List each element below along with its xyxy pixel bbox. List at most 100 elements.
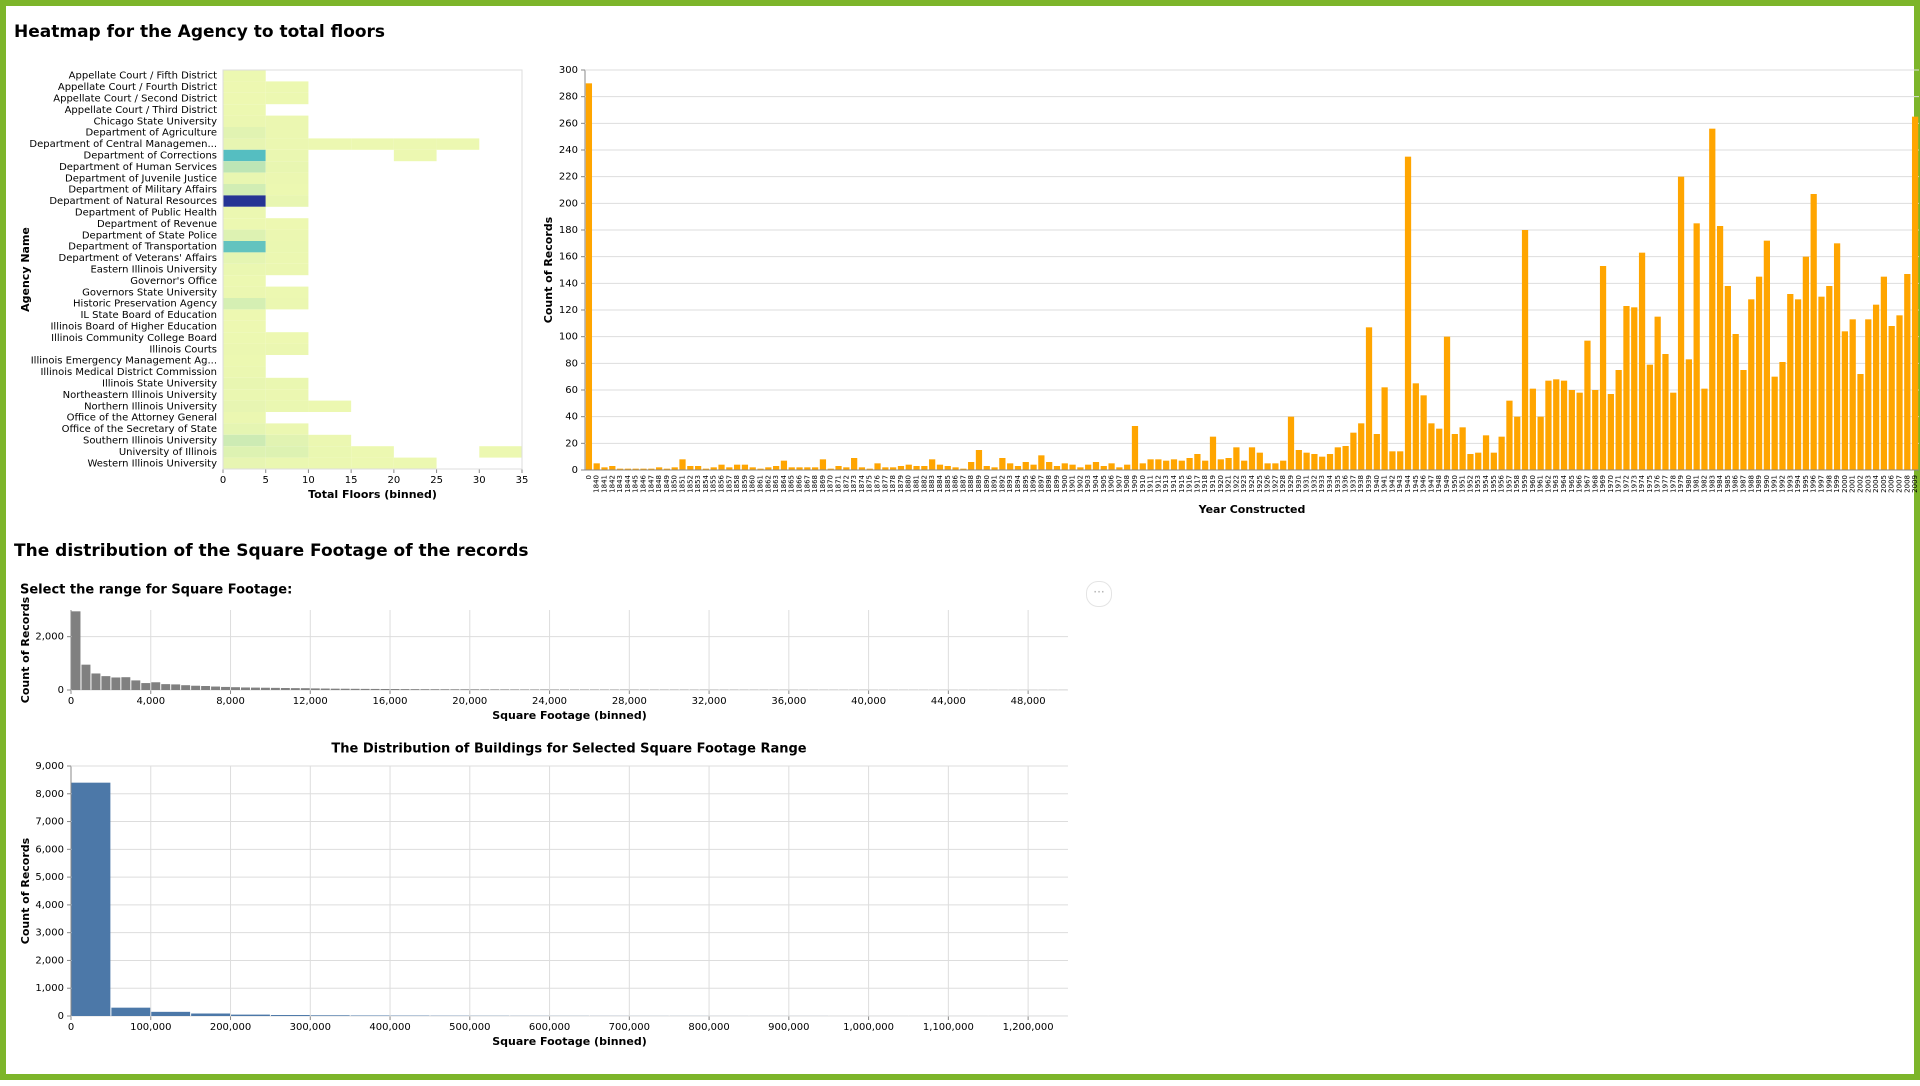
x-tick-label: 1996	[1810, 474, 1818, 492]
x-tick-label: 1912	[1154, 475, 1162, 493]
x-tick-label: 1906	[1108, 474, 1116, 492]
bar	[1358, 423, 1364, 470]
histogram-bar	[161, 684, 170, 690]
x-tick-label: 300,000	[290, 1022, 331, 1033]
x-tick-label: 1975	[1646, 475, 1654, 493]
x-tick-label: 1974	[1638, 474, 1646, 492]
bar	[734, 465, 740, 470]
bar	[1694, 223, 1700, 470]
y-tick-label: 2,000	[35, 955, 64, 966]
y-tick-label: Department of Agriculture	[85, 128, 217, 139]
histogram-bar	[540, 689, 549, 690]
y-axis-title: Agency Name	[19, 227, 32, 312]
bar	[1421, 395, 1427, 470]
bar	[773, 466, 779, 470]
histogram-bar	[191, 1014, 230, 1017]
x-tick-label: 1984	[1716, 474, 1724, 492]
bar	[1561, 381, 1567, 470]
bar	[1460, 427, 1466, 470]
bar	[742, 465, 748, 470]
y-axis-title: Count of Records	[19, 837, 32, 944]
bar	[1311, 454, 1317, 470]
x-tick-label: 1910	[1139, 475, 1147, 493]
heatmap-cell	[266, 81, 309, 92]
x-tick-label: 1887	[959, 475, 967, 493]
x-tick-label: 4,000	[136, 696, 165, 707]
bar	[1225, 458, 1231, 470]
y-tick-label: Department of Central Managemen...	[29, 139, 217, 150]
y-tick-label: Department of State Police	[82, 230, 217, 241]
heatmap-cell	[266, 446, 309, 457]
bar	[1717, 226, 1723, 470]
bar	[1413, 383, 1419, 470]
x-tick-label: 1869	[819, 475, 827, 493]
heatmap-cell	[223, 207, 266, 218]
y-tick-label: Department of Corrections	[84, 151, 217, 162]
x-tick-label: 1929	[1287, 475, 1295, 493]
x-tick-label: 1969	[1599, 475, 1607, 493]
histogram-bar	[510, 689, 519, 690]
y-tick-label: Illinois Courts	[149, 344, 217, 355]
bar	[835, 466, 841, 470]
heatmap-cell	[223, 275, 266, 286]
y-tick-label: 7,000	[35, 817, 64, 828]
bar	[1725, 286, 1731, 470]
x-tick-label: 1844	[624, 474, 632, 492]
y-tick-label: University of Illinois	[119, 447, 217, 458]
heatmap-cell	[266, 332, 309, 343]
x-tick-label: 1902	[1076, 475, 1084, 493]
bar	[968, 462, 974, 470]
heatmap-cell	[266, 252, 309, 263]
histogram-bar	[361, 689, 370, 690]
x-tick-label: 1967	[1583, 475, 1591, 493]
x-tick-label: 1913	[1162, 475, 1170, 493]
bar	[1709, 129, 1715, 470]
bar	[1873, 305, 1879, 470]
y-tick-label: 5,000	[35, 872, 64, 883]
y-tick-label: 1,000	[35, 983, 64, 994]
x-tick-label: 1862	[764, 475, 772, 493]
y-tick-label: Historic Preservation Agency	[73, 299, 217, 310]
y-tick-label: 8,000	[35, 789, 64, 800]
heatmap-cell	[223, 138, 266, 149]
x-tick-label: 1866	[796, 474, 804, 492]
heatmap-cell	[266, 218, 309, 229]
x-tick-label: 1964	[1560, 474, 1568, 492]
x-tick-label: 1863	[772, 475, 780, 493]
bar	[1342, 446, 1348, 470]
heatmap-cell	[223, 378, 266, 389]
x-tick-label: 0	[68, 1022, 74, 1033]
histogram-bar	[321, 689, 330, 690]
histogram-bar	[391, 689, 400, 690]
x-tick-label: 1915	[1178, 475, 1186, 493]
x-tick-label: 1,100,000	[923, 1022, 974, 1033]
bar	[1218, 459, 1224, 470]
histogram-bar	[311, 688, 320, 690]
bar	[1366, 327, 1372, 470]
x-tick-label: 1988	[1747, 475, 1755, 493]
heatmap-cell	[308, 401, 351, 412]
y-tick-label: Illinois Medical District Commission	[40, 367, 217, 378]
x-tick-label: 2007	[1895, 475, 1903, 493]
x-tick-label: 1897	[1037, 475, 1045, 493]
histogram-bar	[500, 689, 509, 690]
histogram-bar	[460, 689, 469, 690]
histogram-bar	[241, 687, 250, 690]
x-tick-label: 1971	[1615, 475, 1623, 493]
bar	[1140, 463, 1146, 470]
histogram-bar	[101, 676, 110, 690]
x-tick-label: 2003	[1864, 475, 1872, 493]
x-tick-label: 1922	[1232, 475, 1240, 493]
bar	[921, 466, 927, 470]
x-tick-label: 1965	[1568, 475, 1576, 493]
x-tick-label: 1997	[1817, 475, 1825, 493]
x-tick-label: 1960	[1529, 475, 1537, 493]
histogram-bar	[371, 689, 380, 690]
x-tick-label: 1942	[1388, 475, 1396, 493]
heatmap-cell	[308, 458, 351, 469]
y-tick-label: Illinois Emergency Management Ag...	[31, 356, 217, 367]
x-tick-label: 35	[516, 475, 529, 486]
bar	[1030, 465, 1036, 470]
histogram-bar	[121, 677, 130, 690]
bar	[687, 466, 693, 470]
